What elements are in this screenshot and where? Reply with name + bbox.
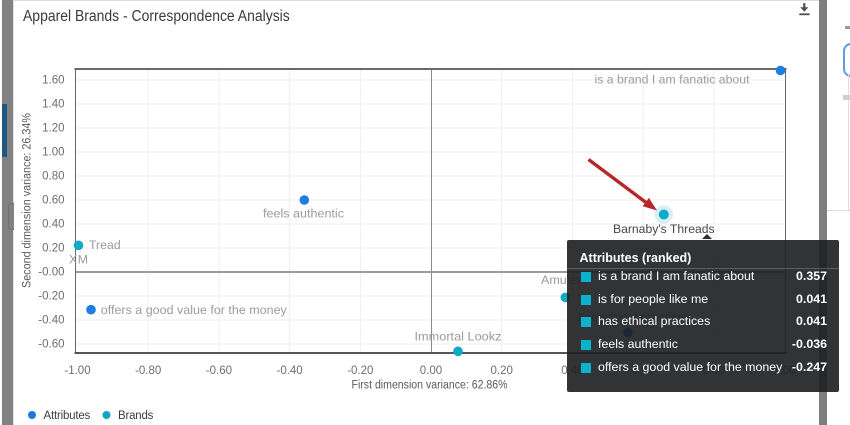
svg-text:Second dimension variance: 26.: Second dimension variance: 26.34% [22,113,34,288]
svg-text:offers a good value for the mo: offers a good value for the money [101,303,288,317]
svg-text:Immortal Lookz: Immortal Lookz [415,330,502,344]
svg-text:-0.60: -0.60 [206,365,232,377]
svg-text:Brands: Brands [118,410,154,422]
svg-text:Tread: Tread [89,238,121,252]
svg-text:X M: X M [69,253,88,267]
svg-text:-0.80: -0.80 [135,365,161,377]
svg-text:Attributes: Attributes [44,410,91,422]
svg-text:1.40: 1.40 [42,99,64,111]
svg-text:0.20: 0.20 [42,243,64,255]
svg-text:1.20: 1.20 [42,123,64,135]
svg-text:0.80: 0.80 [42,171,64,183]
svg-text:feels authentic: feels authentic [263,207,344,221]
svg-text:1.60: 1.60 [42,75,64,87]
svg-text:0.00: 0.00 [420,365,442,377]
svg-text:1.00: 1.00 [42,147,64,159]
svg-text:-0.00: -0.00 [38,267,64,279]
svg-text:-0.20: -0.20 [38,291,64,303]
svg-text:-0.20: -0.20 [347,365,373,377]
svg-text:is a brand I am fanatic about: is a brand I am fanatic about [595,73,751,87]
svg-text:First dimension variance: 62.8: First dimension variance: 62.86% [352,380,508,392]
svg-text:-0.40: -0.40 [276,365,302,377]
svg-text:0.60: 0.60 [42,195,64,207]
svg-text:-0.40: -0.40 [38,315,64,327]
svg-text:0.40: 0.40 [42,219,64,231]
svg-text:-0.60: -0.60 [38,339,64,351]
svg-text:-1.00: -1.00 [64,365,90,377]
svg-text:Barnaby's Threads: Barnaby's Threads [613,222,715,236]
svg-text:0.20: 0.20 [491,365,513,377]
